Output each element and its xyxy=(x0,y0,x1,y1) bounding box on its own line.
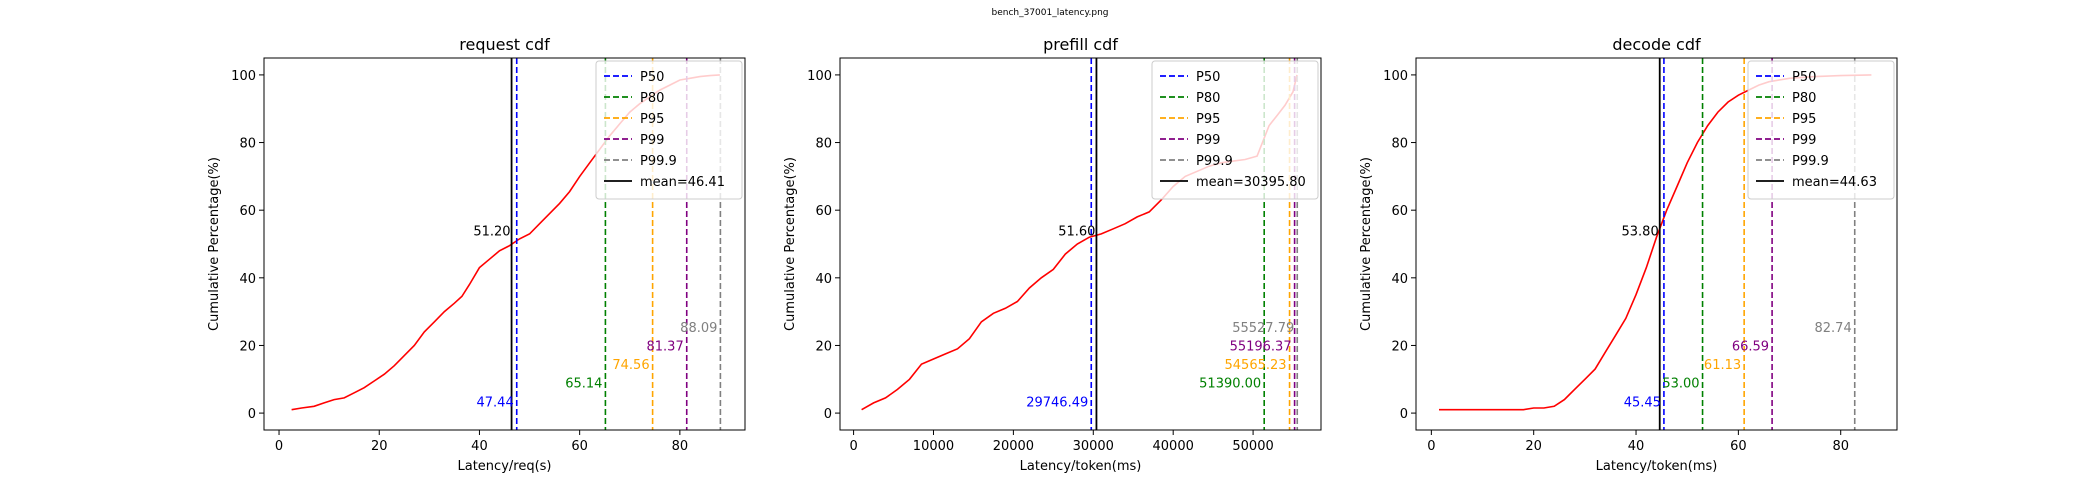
x-tick-label: 0 xyxy=(1427,439,1435,454)
legend-label-p95: P95 xyxy=(640,112,664,127)
chart-title: prefill cdf xyxy=(1043,35,1118,54)
chart-panel-2: 29746.49 51390.00 54565.23 55196.37 55527.79… xyxy=(783,35,1322,474)
x-tick-label: 80 xyxy=(672,439,689,454)
legend: P50 P80 P95 P99 P99.9 mean=46.41 xyxy=(595,60,743,200)
legend-label-p99-9: P99.9 xyxy=(1792,154,1829,169)
y-tick-label: 100 xyxy=(1383,69,1408,84)
x-axis-label: Latency/token(ms) xyxy=(1020,459,1142,474)
legend-label-p50: P50 xyxy=(640,70,664,85)
x-tick-label: 60 xyxy=(571,439,588,454)
y-tick-label: 60 xyxy=(1391,204,1408,219)
x-axis-label: Latency/req(s) xyxy=(458,459,552,474)
legend-label-mean: mean=46.41 xyxy=(640,175,725,190)
y-tick-label: 100 xyxy=(231,69,256,84)
legend-label-p80: P80 xyxy=(1196,91,1220,106)
y-tick-label: 40 xyxy=(1391,272,1408,287)
legend-box xyxy=(1151,60,1319,200)
x-tick-label: 20 xyxy=(371,439,388,454)
legend: P50 P80 P95 P99 P99.9 mean=30395.80 xyxy=(1151,60,1319,200)
legend-label-mean: mean=30395.80 xyxy=(1196,175,1306,190)
x-tick-label: 0 xyxy=(275,439,283,454)
x-tick-label: 40 xyxy=(1628,439,1645,454)
y-tick-label: 0 xyxy=(248,407,256,422)
chart-title: decode cdf xyxy=(1612,35,1701,54)
x-tick-label: 40000 xyxy=(1153,439,1194,454)
percentile-label-p50: 29746.49 xyxy=(1026,395,1088,410)
axes-frame xyxy=(1415,57,1898,431)
axes-frame xyxy=(839,57,1322,431)
legend-label-p50: P50 xyxy=(1792,70,1816,85)
chart-panel-1: 47.4465.1474.5681.3788.0951.20P50P80P95P… xyxy=(207,35,746,474)
x-tick-label: 0 xyxy=(849,439,857,454)
y-tick-label: 60 xyxy=(815,204,832,219)
y-tick-label: 20 xyxy=(239,339,256,354)
percentile-label-p99: 81.37 xyxy=(647,339,684,354)
y-tick-label: 20 xyxy=(1391,339,1408,354)
percentile-label-p80: 53.00 xyxy=(1662,377,1699,392)
figure-suptitle: bench_37001_latency.png xyxy=(991,8,1108,18)
percentile-label-p99-9: 82.74 xyxy=(1815,321,1852,336)
y-tick-label: 60 xyxy=(239,204,256,219)
percentile-label-p80: 51390.00 xyxy=(1199,377,1261,392)
percentile-label-p95: 61.13 xyxy=(1704,358,1741,373)
y-axis-label: Cumulative Percentage(%) xyxy=(1359,157,1374,331)
y-tick-label: 100 xyxy=(807,69,832,84)
x-tick-label: 50000 xyxy=(1232,439,1273,454)
x-tick-label: 20000 xyxy=(993,439,1034,454)
legend-label-p80: P80 xyxy=(1792,91,1816,106)
y-tick-label: 40 xyxy=(815,272,832,287)
percentile-label-p50: 45.45 xyxy=(1624,395,1661,410)
percentile-label-p95: 74.56 xyxy=(612,358,649,373)
y-axis-label: Cumulative Percentage(%) xyxy=(783,157,798,331)
x-axis-label: Latency/token(ms) xyxy=(1596,459,1718,474)
chart-title: request cdf xyxy=(459,35,550,54)
legend-label-p80: P80 xyxy=(640,91,664,106)
percentile-label-p99: 55196.37 xyxy=(1230,339,1292,354)
x-tick-label: 20 xyxy=(1525,439,1542,454)
legend-label-p99: P99 xyxy=(1196,133,1220,148)
percentile-label-p80: 65.14 xyxy=(565,377,602,392)
y-tick-label: 40 xyxy=(239,272,256,287)
mean-annotation-label: 51.60 xyxy=(1058,224,1095,239)
y-tick-label: 20 xyxy=(815,339,832,354)
percentile-label-p99-9: 88.09 xyxy=(680,321,717,336)
legend-box xyxy=(1747,60,1895,200)
legend-label-p95: P95 xyxy=(1196,112,1220,127)
y-tick-label: 80 xyxy=(1391,137,1408,152)
legend-label-p99: P99 xyxy=(640,133,664,148)
x-tick-label: 40 xyxy=(471,439,488,454)
y-tick-label: 80 xyxy=(239,137,256,152)
y-tick-label: 80 xyxy=(815,137,832,152)
y-axis-label: Cumulative Percentage(%) xyxy=(207,157,222,331)
x-tick-label: 60 xyxy=(1730,439,1747,454)
legend-label-p99-9: P99.9 xyxy=(1196,154,1233,169)
legend-label-mean: mean=44.63 xyxy=(1792,175,1877,190)
percentile-label-p50: 47.44 xyxy=(477,395,514,410)
percentile-label-p95: 54565.23 xyxy=(1225,358,1287,373)
chart-panel-3: 45.4553.0061.1366.5982.7453.80P50P80P95P… xyxy=(1359,35,1898,474)
x-tick-label: 80 xyxy=(1832,439,1849,454)
mean-annotation-label: 53.80 xyxy=(1622,224,1659,239)
legend-label-p50: P50 xyxy=(1196,70,1220,85)
percentile-label-p99-9: 55527.79 xyxy=(1232,321,1294,336)
x-tick-label: 30000 xyxy=(1073,439,1114,454)
legend-box xyxy=(595,60,743,200)
legend-label-p99-9: P99.9 xyxy=(640,154,677,169)
mean-annotation-label: 51.20 xyxy=(473,224,510,239)
legend: P50 P80 P95 P99 P99.9 mean=44.63 xyxy=(1747,60,1895,200)
y-tick-label: 0 xyxy=(1400,407,1408,422)
legend-label-p99: P99 xyxy=(1792,133,1816,148)
legend-label-p95: P95 xyxy=(1792,112,1816,127)
x-tick-label: 10000 xyxy=(913,439,954,454)
y-tick-label: 0 xyxy=(824,407,832,422)
axes-frame xyxy=(263,57,746,431)
percentile-label-p99: 66.59 xyxy=(1732,339,1769,354)
